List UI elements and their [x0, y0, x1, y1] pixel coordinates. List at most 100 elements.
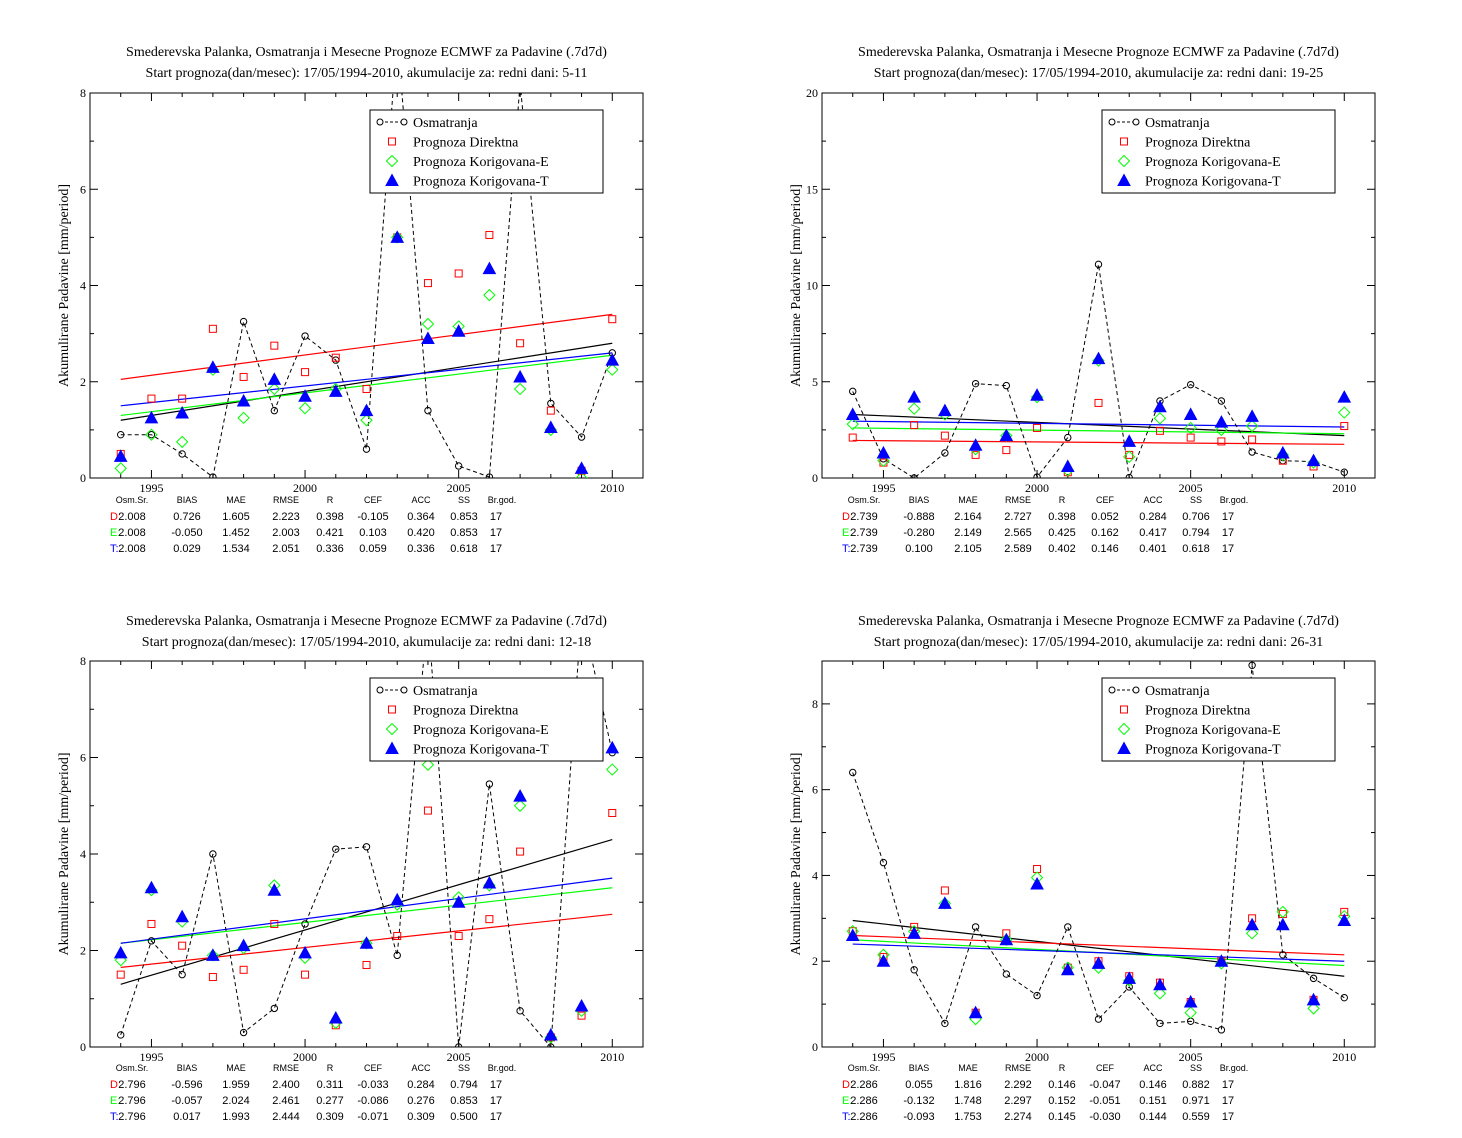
point-direktna	[362, 960, 371, 969]
point-korigovana-t	[175, 405, 190, 419]
stats-value: 2.739	[850, 511, 878, 523]
stats-table: Osm.Sr. BIAS MAE RMSE R CEF ACC SS Br.god.D:2.00…	[110, 495, 516, 555]
legend-label: Prognoza Direktna	[1145, 704, 1251, 719]
stats-value: 17	[1222, 543, 1234, 555]
legend-label: Prognoza Korigovana-T	[413, 743, 549, 758]
y-tick-label: 6	[80, 182, 86, 196]
point-korigovana-t	[267, 372, 282, 385]
x-tick-label: 1995	[871, 1050, 895, 1064]
legend-label: Prognoza Korigovana-E	[1145, 723, 1281, 738]
plot-area	[845, 661, 1352, 1034]
trend-line-corr_t	[120, 352, 613, 407]
point-korigovana-t	[543, 1027, 558, 1041]
x-tick-label: 2005	[1179, 481, 1203, 495]
point-osmatranja	[270, 406, 279, 415]
trend-line-obs	[120, 838, 613, 985]
point-direktna	[1186, 433, 1195, 442]
legend-label: Osmatranja	[1145, 116, 1210, 131]
legend-marker-osmatranja	[376, 118, 384, 126]
stats-value: 0.309	[407, 1111, 435, 1123]
stats-value: 0.398	[1048, 511, 1076, 523]
point-korigovana-t	[482, 261, 497, 275]
point-korigovana-t	[1030, 876, 1044, 890]
stats-row-label: D:	[842, 511, 853, 523]
legend-marker-osmatranja	[1132, 686, 1140, 694]
point-osmatranja	[332, 845, 340, 853]
stats-value: 17	[490, 527, 502, 539]
point-korigovana-e	[114, 462, 127, 475]
point-korigovana-t	[907, 390, 922, 403]
point-direktna	[362, 384, 371, 393]
point-direktna	[331, 353, 340, 362]
point-korigovana-e	[1338, 406, 1351, 419]
point-korigovana-t	[1214, 415, 1229, 428]
point-korigovana-e	[237, 411, 250, 425]
point-korigovana-e	[298, 402, 312, 415]
point-osmatranja	[454, 462, 463, 470]
stats-value: 17	[1222, 1079, 1234, 1091]
point-direktna	[178, 394, 187, 403]
stats-value: 17	[490, 1095, 502, 1107]
stats-value: -0.057	[171, 1095, 202, 1107]
stats-value: -0.596	[171, 1079, 202, 1091]
x-tick-label: 2010	[1332, 1050, 1356, 1064]
legend-marker-direktna	[1120, 137, 1128, 146]
legend-box	[369, 677, 604, 762]
point-direktna	[301, 368, 310, 377]
point-korigovana-e	[268, 382, 281, 396]
point-osmatranja	[1279, 951, 1287, 959]
point-korigovana-t	[605, 353, 620, 366]
point-direktna	[1094, 398, 1103, 407]
point-korigovana-e	[483, 288, 496, 302]
stats-value: 2.286	[850, 1095, 878, 1107]
x-tick-label: 2005	[447, 1050, 471, 1064]
point-direktna	[940, 431, 949, 440]
stats-value: 0.420	[407, 527, 435, 539]
stats-header: R	[1059, 495, 1066, 505]
point-direktna	[485, 230, 494, 239]
point-direktna	[516, 847, 525, 856]
legend-label: Prognoza Direktna	[413, 704, 519, 719]
point-korigovana-t	[298, 945, 312, 959]
stats-value: 2.297	[1004, 1095, 1032, 1107]
trend-line-obs	[852, 919, 1345, 977]
stats-value: 0.145	[1048, 1111, 1076, 1123]
stats-value: 17	[490, 511, 502, 523]
y-tick-label: 2	[812, 954, 818, 968]
point-korigovana-t	[1153, 399, 1167, 413]
legend-marker-osmatranja	[1108, 686, 1116, 694]
point-korigovana-t	[574, 461, 589, 474]
stats-header: BIAS	[177, 1063, 198, 1073]
point-osmatranja	[1064, 923, 1072, 931]
stats-header: ACC	[411, 495, 431, 505]
point-korigovana-e	[1215, 423, 1228, 437]
legend-marker-korigovana-e	[1117, 154, 1131, 168]
point-osmatranja	[1217, 397, 1226, 405]
stats-value: 0.971	[1182, 1095, 1210, 1107]
stats-value: -0.280	[903, 527, 934, 539]
point-korigovana-t	[144, 410, 159, 424]
stats-value: -0.033	[357, 1079, 388, 1091]
point-direktna	[1155, 426, 1164, 435]
point-osmatranja	[516, 1007, 524, 1015]
point-osmatranja	[485, 473, 494, 478]
chart-subtitle: Start prognoza(dan/mesec): 17/05/1994-20…	[874, 635, 1323, 650]
point-korigovana-e	[145, 428, 158, 441]
trend-line-obs	[852, 413, 1345, 437]
point-direktna	[239, 965, 248, 974]
stats-header: SS	[458, 495, 470, 505]
point-osmatranja	[117, 1031, 125, 1039]
point-osmatranja	[1309, 974, 1318, 983]
series-line-osmatranja	[852, 665, 1345, 1031]
stats-header: R	[1059, 1063, 1066, 1073]
point-direktna	[178, 941, 187, 950]
stats-value: -0.047	[1089, 1079, 1120, 1091]
chart-title: Smederevska Palanka, Osmatranja i Mesecn…	[126, 614, 607, 629]
point-osmatranja	[941, 1019, 949, 1028]
stats-value: 1.748	[954, 1095, 982, 1107]
stats-value: 2.024	[222, 1095, 250, 1107]
point-korigovana-t	[1091, 351, 1106, 365]
point-osmatranja	[910, 966, 918, 974]
point-osmatranja	[394, 32, 400, 38]
y-tick-label: 15	[806, 182, 818, 196]
